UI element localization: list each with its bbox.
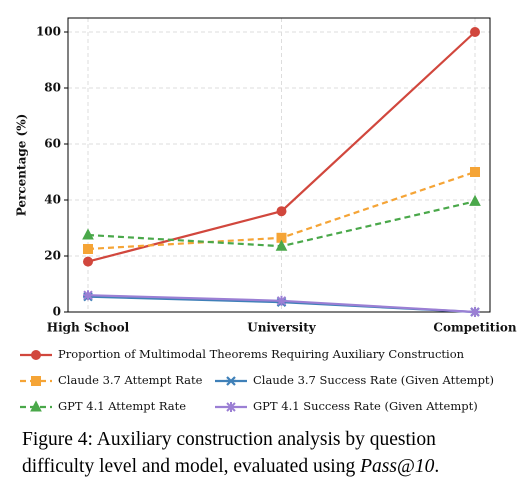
caption: Figure 4: Auxiliary construction analysi…: [22, 426, 512, 480]
legend-marker: [226, 376, 236, 386]
y-tick-label: 100: [36, 25, 61, 39]
point: [83, 256, 93, 267]
y-tick-label: 40: [44, 193, 61, 207]
caption-text: Auxiliary construction analysis by quest…: [22, 429, 436, 477]
legend-marker: [30, 400, 42, 412]
point: [82, 228, 94, 240]
y-tick-label: 0: [53, 305, 61, 319]
legend-label: GPT 4.1 Success Rate (Given Attempt): [253, 399, 478, 413]
caption-label: Figure 4:: [22, 429, 93, 450]
legend-marker: [31, 376, 41, 386]
legend-marker: [226, 402, 236, 412]
y-axis-label: Percentage (%): [15, 114, 29, 217]
point: [275, 239, 288, 251]
x-tick-label: Competition: [433, 321, 516, 335]
point: [276, 206, 287, 217]
legend-label: Claude 3.7 Attempt Rate: [58, 373, 203, 387]
point: [83, 290, 93, 301]
legend-label: Claude 3.7 Success Rate (Given Attempt): [253, 373, 494, 387]
y-tick-label: 20: [44, 249, 61, 263]
x-tick-label: High School: [47, 321, 130, 335]
chart: Percentage (%) 0 20 40 60 80 100 High School Un…: [15, 17, 517, 413]
point: [470, 27, 480, 37]
legend-label: GPT 4.1 Attempt Rate: [58, 399, 186, 413]
point: [276, 295, 287, 306]
point: [83, 244, 93, 254]
point: [469, 194, 481, 206]
caption-emphasis: Pass@10: [360, 456, 435, 477]
point: [470, 167, 480, 177]
plot-frame: [67, 17, 491, 313]
y-tick-label: 60: [44, 137, 61, 151]
x-tick-label: University: [247, 321, 317, 335]
legend-marker: [31, 350, 41, 360]
y-tick-label: 80: [44, 81, 61, 95]
point: [470, 307, 480, 317]
caption-end: .: [434, 456, 440, 477]
legend-label: Proportion of Multimodal Theorems Requir…: [58, 347, 465, 361]
